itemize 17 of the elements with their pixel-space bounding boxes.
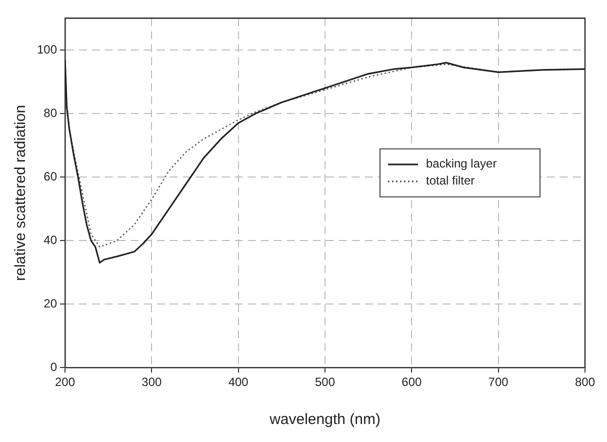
y-tick-label: 60	[44, 169, 58, 184]
x-axis-title: wavelength (nm)	[268, 411, 380, 428]
x-tick-label: 300	[142, 375, 162, 390]
x-tick-label: 400	[228, 375, 249, 390]
x-tick-label: 600	[402, 375, 422, 390]
y-axis-title: relative scattered radiation	[12, 104, 30, 281]
y-tick-label: 0	[50, 360, 58, 374]
y-tick-label: 40	[44, 232, 58, 247]
y-tick-label: 20	[44, 296, 58, 310]
legend-label: backing layer	[426, 156, 497, 171]
x-tick-label: 200	[55, 375, 76, 390]
y-tick-label: 80	[44, 106, 58, 120]
x-tick-label: 700	[488, 375, 509, 390]
y-tick-label: 100	[36, 42, 58, 56]
x-tick-label: 800	[574, 375, 596, 390]
x-tick-label: 500	[314, 375, 336, 390]
legend-label: total filter	[426, 174, 475, 188]
